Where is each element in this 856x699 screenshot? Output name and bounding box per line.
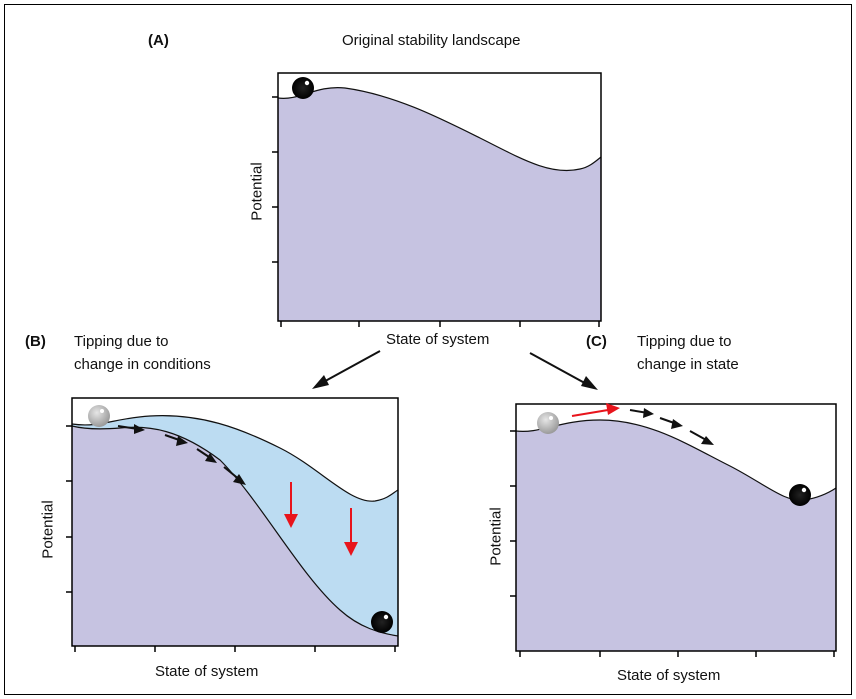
panel-a-y-ticks (272, 96, 278, 263)
panel-a-landscape-fill (278, 87, 601, 322)
panel-b-y-ticks (66, 425, 72, 593)
panel-c-plot (510, 403, 837, 657)
panel-c-ghost-ball (537, 412, 559, 434)
panel-b-red-arrow-1 (284, 482, 298, 528)
panel-b-x-ticks (74, 646, 396, 652)
panel-b-title-line1: Tipping due to (74, 333, 169, 350)
panel-c-title-line2: change in state (637, 356, 739, 373)
figure-frame (4, 4, 852, 695)
panel-c-axes-box (515, 403, 837, 652)
panel-c-motion-arrow-1 (629, 408, 654, 418)
panel-a-x-ticks (280, 321, 600, 327)
panel-c-xlabel: State of system (617, 667, 721, 684)
panel-c-title-line1: Tipping due to (637, 333, 732, 350)
panel-c-tag: (C) (586, 333, 607, 350)
panel-a-ball (292, 77, 314, 99)
panel-b-motion-arrow-1 (117, 424, 145, 434)
panel-c-landscape-curve (515, 419, 837, 501)
panel-c-ball (789, 484, 811, 506)
panel-c-landscape-fill (516, 420, 836, 651)
panel-c-motion-arrow-3 (689, 430, 714, 445)
panel-b-original-curve (71, 415, 399, 502)
panel-a-title: Original stability landscape (342, 32, 521, 49)
panel-a-tag: (A) (148, 32, 169, 49)
panel-b-xlabel: State of system (155, 663, 259, 680)
panel-b-motion-arrow-3 (196, 448, 217, 463)
panel-b-original-basin-fill (72, 415, 398, 636)
panel-a-landscape-curve (277, 87, 602, 172)
panel-b-motion-arrow-2 (164, 434, 188, 446)
panel-b-shifted-landscape-fill (72, 426, 398, 646)
panel-b-ball (371, 611, 393, 633)
panel-a-xlabel: State of system (386, 331, 490, 348)
transition-arrow-to-b (312, 350, 381, 389)
panel-b-title-line2: change in conditions (74, 356, 211, 373)
transition-arrow-to-c (529, 352, 598, 390)
panel-c-y-ticks (510, 430, 516, 597)
panel-c-motion-arrow-2 (659, 417, 683, 429)
panel-b-ghost-ball (88, 405, 110, 427)
panel-b-motion-arrow-4 (223, 466, 246, 485)
panel-b-red-arrow-2 (344, 508, 358, 556)
panel-c-red-arrow (571, 403, 620, 417)
panel-b-tag: (B) (25, 333, 46, 350)
panel-c-x-ticks (519, 651, 835, 657)
panel-a-plot (272, 72, 602, 327)
panel-b-shifted-curve (71, 425, 399, 637)
panel-b-plot (66, 397, 399, 652)
